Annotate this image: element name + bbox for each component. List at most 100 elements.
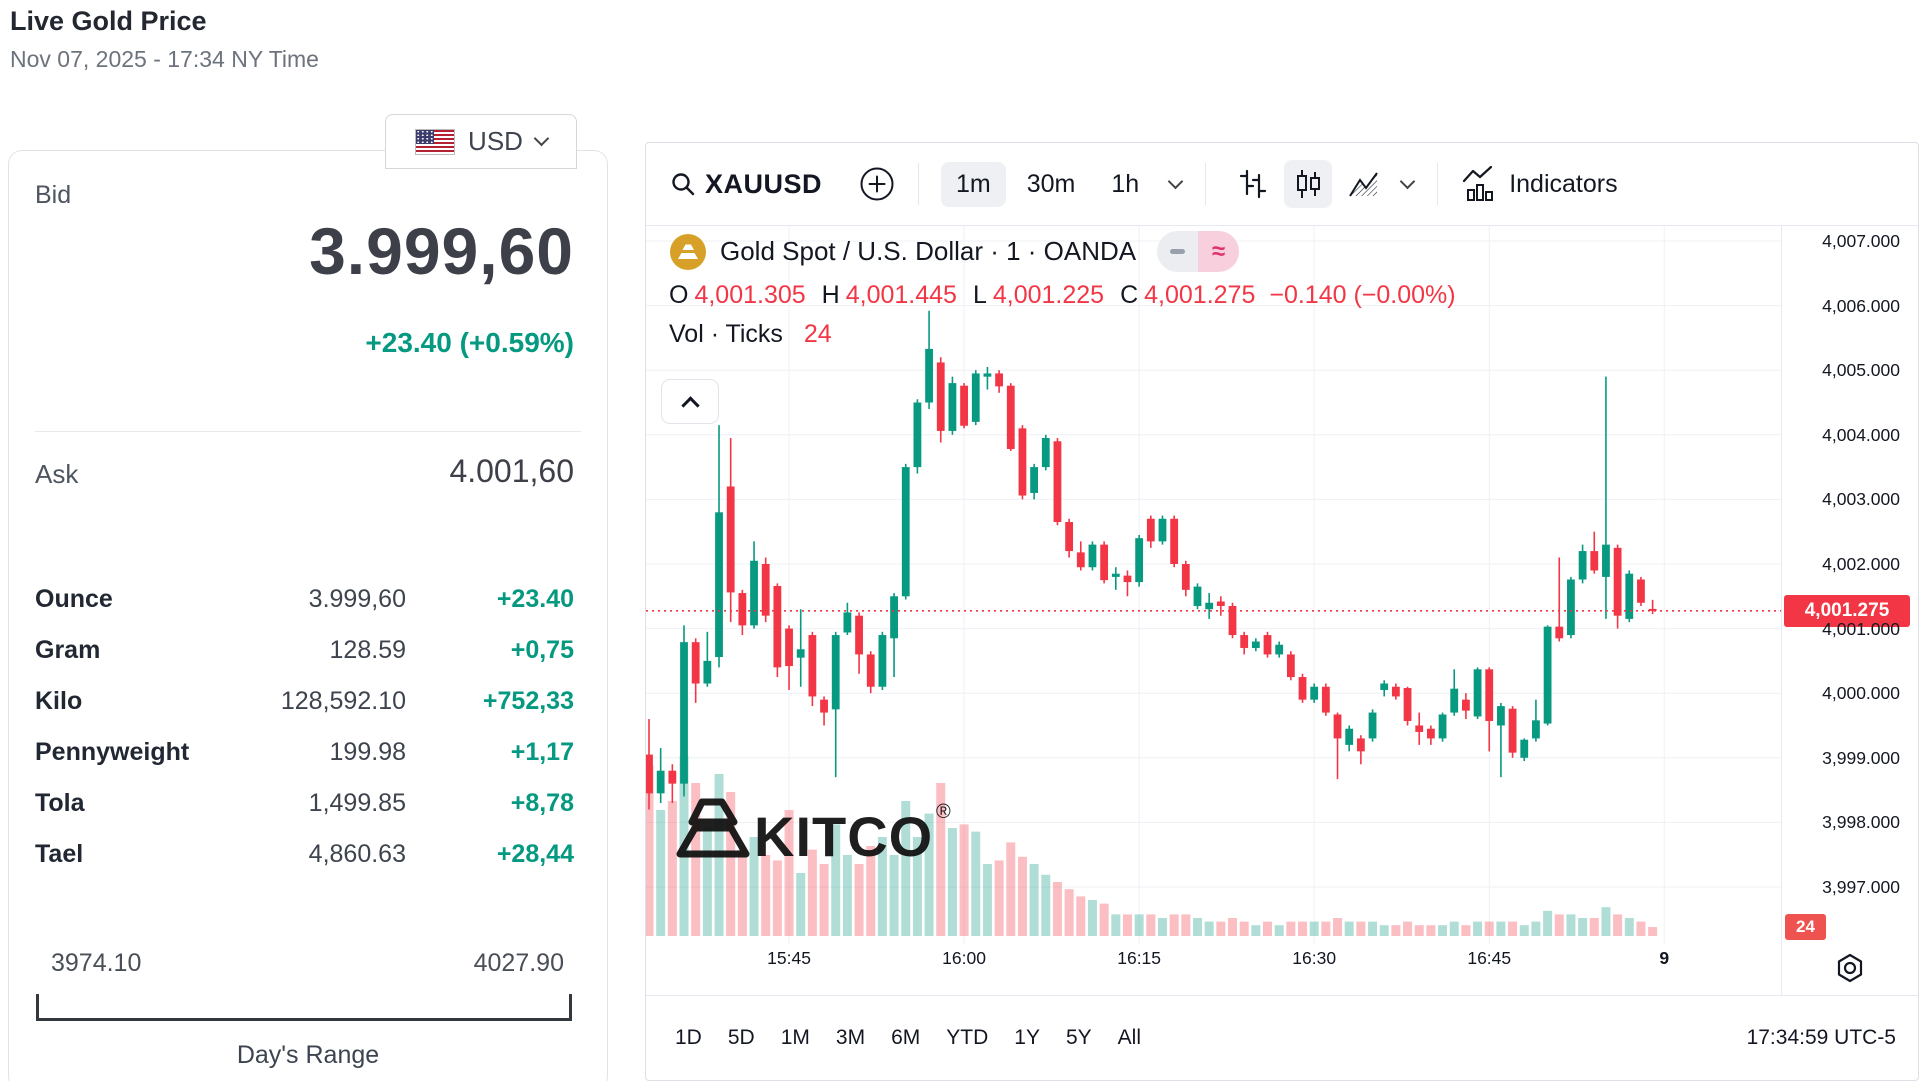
interval-30m-button[interactable]: 30m [1026, 169, 1076, 198]
symbol-label: XAUUSD [705, 168, 823, 199]
bars-icon [1240, 169, 1267, 199]
toolbar-separator [1205, 163, 1207, 205]
indicators-button[interactable]: Indicators [1460, 164, 1618, 204]
range-tab-1d[interactable]: 1D [675, 1026, 702, 1049]
compare-add-button[interactable] [858, 165, 896, 203]
candle-body [1333, 714, 1342, 739]
range-tab-3m[interactable]: 3M [835, 1026, 866, 1049]
unit-change: +8,78 [510, 789, 574, 817]
ohlc-value: 4,001.225 [992, 281, 1105, 309]
chart-canvas[interactable]: KITCO ® 15:45 16:00 16:15 16:30 16:45 9 [646, 226, 1781, 995]
volume-value: 24 [803, 320, 832, 348]
volume-bar [702, 828, 712, 936]
candle-body [1508, 708, 1517, 753]
candle-body [1310, 686, 1319, 700]
volume-bar [1578, 918, 1588, 936]
volume-bar [971, 831, 981, 936]
interval-menu-chevron-icon[interactable] [1167, 173, 1184, 189]
ohlc-readout: O 4,001.305 H 4,001.445 L 4,001.225 C 4,001.275… [669, 281, 1456, 310]
volume-bar [646, 765, 654, 936]
unit-value: 3.999,60 [308, 585, 406, 613]
price-axis[interactable]: 4,001.275 24 4,007.000 4,006.000 4,005.000… [1781, 226, 1918, 995]
volume-bar [1017, 856, 1027, 936]
pill-approx-icon[interactable]: ≈ [1198, 231, 1240, 272]
candle-body [1345, 728, 1354, 745]
range-tab-6m[interactable]: 6M [891, 1026, 921, 1049]
page-subtitle: Nov 07, 2025 - 17:34 NY Time [10, 46, 319, 72]
interval-1m-button[interactable]: 1m [941, 161, 1006, 207]
candle-body [936, 362, 945, 431]
last-price-tag: 4,001.275 [1784, 594, 1910, 627]
volume-bar [1391, 925, 1401, 936]
volume-bar [1146, 914, 1156, 936]
candle-body [1286, 654, 1295, 678]
timezone-button[interactable]: 17:34:59 UTC-5 [1746, 1026, 1896, 1049]
range-tab-1y[interactable]: 1Y [1014, 1026, 1040, 1049]
chevron-up-icon [680, 395, 700, 415]
days-range-label: Day's Range [236, 1041, 380, 1069]
chevron-down-icon [533, 130, 550, 147]
symbol-search-button[interactable]: XAUUSD [670, 169, 822, 200]
interval-1h-button[interactable]: 1h [1111, 169, 1140, 198]
volume-bar [1099, 903, 1109, 936]
pill-minimize[interactable] [1157, 231, 1199, 272]
plus-circle-icon [860, 167, 894, 201]
price-tick-label: 3,997.000 [1822, 877, 1900, 897]
candle-body [1637, 579, 1645, 603]
volume-bar [819, 864, 829, 936]
unit-value: 128.59 [329, 636, 406, 664]
volume-bar [1461, 925, 1471, 936]
legend-toggle-pills[interactable]: ≈ [1157, 231, 1240, 272]
candle-body [1006, 385, 1015, 450]
candle-body [890, 596, 898, 639]
settings-gear-icon[interactable] [1834, 952, 1866, 984]
time-tick-label: 9 [1659, 948, 1670, 968]
candle-body [1181, 564, 1190, 590]
area-chart-type-button[interactable] [1340, 160, 1388, 208]
volume-bar [1041, 874, 1051, 936]
toolbar-separator [1437, 163, 1439, 205]
chart-footer: 1D 5D 1M 3M 6M YTD 1Y 5Y All 17:34:59 UTC-5 [646, 995, 1918, 1080]
candle-body [1158, 518, 1167, 542]
candle-body [948, 383, 957, 431]
svg-text:KITCO: KITCO [754, 805, 933, 868]
candle-body [831, 635, 840, 710]
collapse-legend-button[interactable] [661, 379, 719, 424]
range-tab-5y[interactable]: 5Y [1065, 1026, 1092, 1049]
volume-bar [1216, 921, 1226, 936]
candle-body [668, 770, 677, 784]
candle-body [656, 770, 665, 794]
bar-chart-type-button[interactable] [1228, 160, 1276, 208]
candle-body [1543, 626, 1552, 724]
volume-bar [1309, 921, 1319, 936]
unit-row-tael: Tael 4,860.63 +28,44 [35, 829, 574, 880]
currency-selector[interactable]: USD [385, 114, 577, 169]
range-tab-5d[interactable]: 5D [727, 1026, 755, 1049]
legend-title[interactable]: Gold Spot / U.S. Dollar · 1 · OANDA [720, 236, 1137, 266]
divider [35, 431, 581, 432]
volume-bar [1414, 925, 1424, 936]
candle-body [1263, 635, 1272, 655]
candle-body [1485, 669, 1494, 721]
candle-body [1578, 551, 1587, 580]
volume-bar [994, 860, 1004, 936]
volume-bar [1064, 889, 1074, 936]
candle-body [1251, 641, 1260, 648]
candle-body [1625, 573, 1634, 619]
volume-bar [924, 813, 934, 936]
candle-body [1216, 601, 1225, 606]
range-tab-all[interactable]: All [1117, 1026, 1141, 1049]
candle-body [1613, 547, 1622, 616]
volume-bar [796, 873, 806, 936]
range-tab-1m[interactable]: 1M [780, 1026, 810, 1049]
candle-body [1532, 720, 1540, 739]
candle-body [1123, 575, 1132, 583]
chart-type-menu-chevron-icon[interactable] [1399, 173, 1416, 189]
candle-body [878, 635, 887, 687]
time-tick-label: 16:45 [1467, 948, 1512, 968]
price-tick-label: 4,007.000 [1822, 231, 1900, 251]
volume-bar [737, 849, 747, 936]
candles-chart-type-button[interactable] [1284, 160, 1333, 208]
range-tab-ytd[interactable]: YTD [946, 1026, 989, 1049]
